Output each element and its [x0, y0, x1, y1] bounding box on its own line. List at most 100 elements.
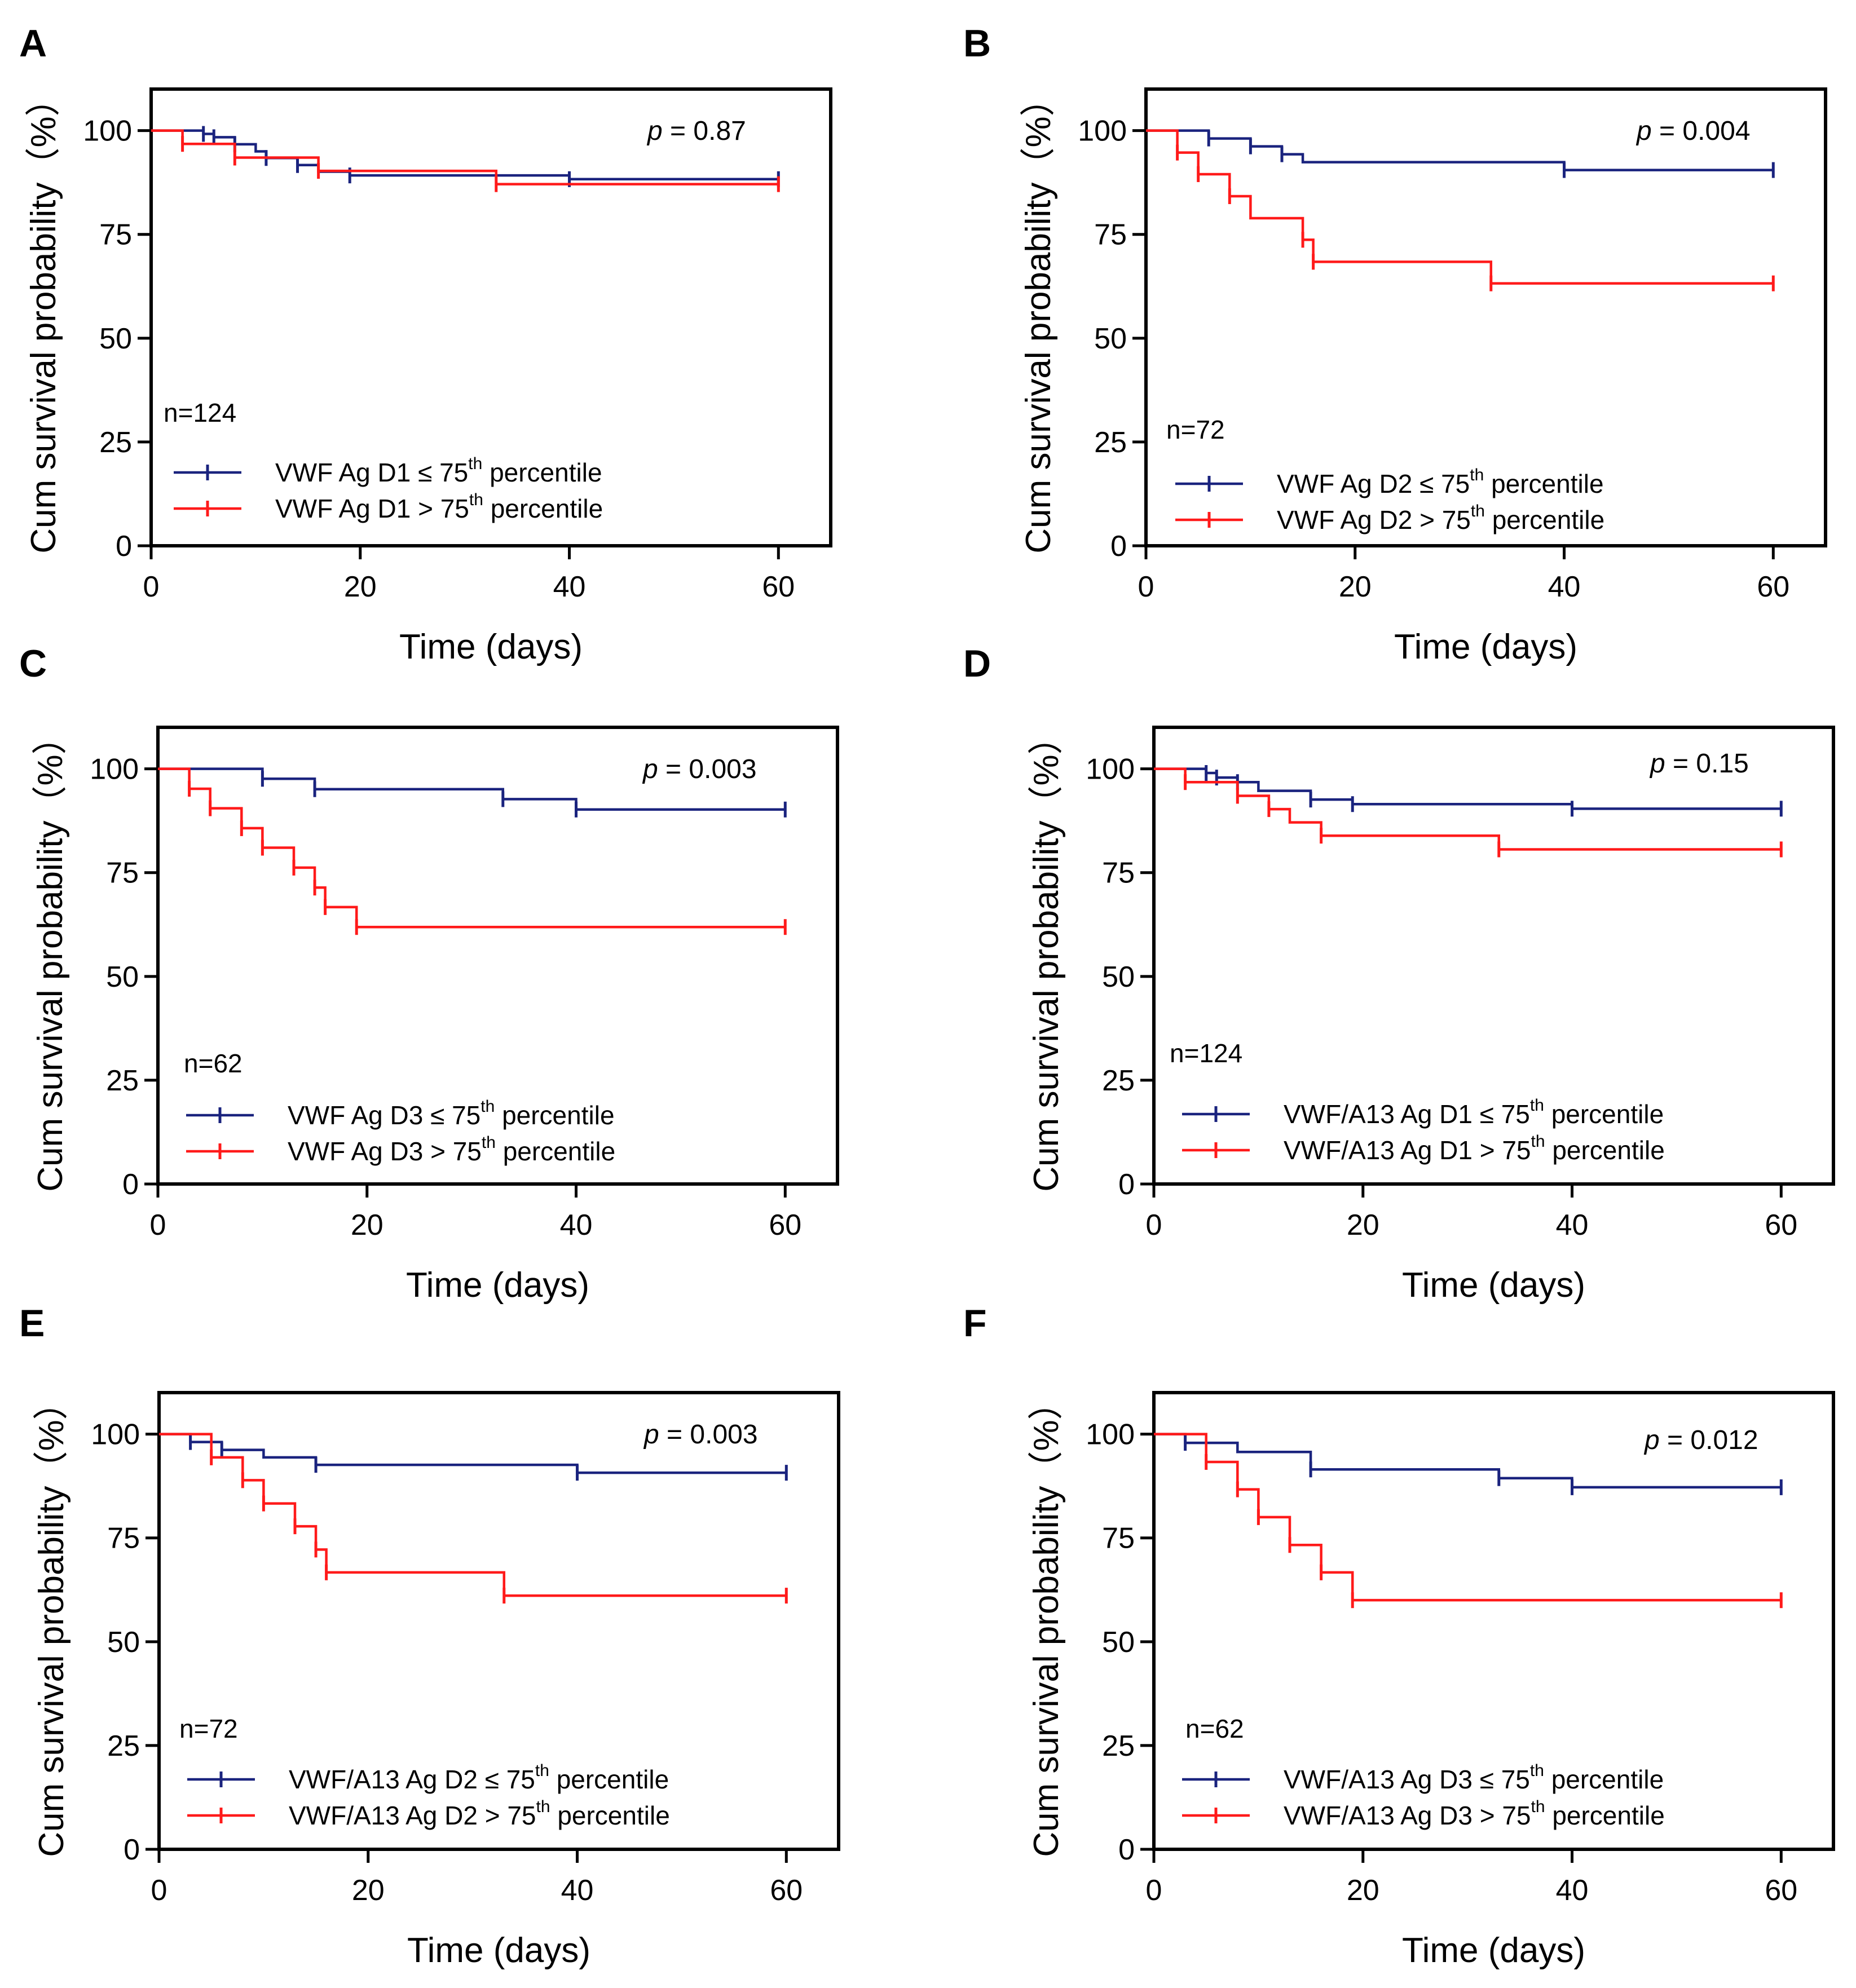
legend-label: VWF Ag D2 > 75: [1277, 505, 1471, 534]
p-symbol: p: [642, 754, 658, 784]
x-tick-label: 0: [1138, 571, 1154, 603]
x-tick-label: 0: [143, 571, 160, 603]
p-value-text: = 0.003: [658, 754, 757, 784]
legend-label: VWF/A13 Ag D3 ≤ 75: [1284, 1765, 1530, 1794]
legend-suffix: percentile: [1545, 1801, 1665, 1830]
legend-suffix: percentile: [549, 1765, 669, 1794]
x-tick-label: 20: [1347, 1209, 1379, 1242]
plot-frame: [1152, 726, 1835, 1186]
legend-entry-low: VWF/A13 Ag D3 ≤ 75th percentile: [1284, 1761, 1664, 1794]
panel-e: E 0 25 50 75 100 0 20 40 60 Time (days) Cum surviva…: [19, 1302, 840, 1970]
y-axis-title: Cum survival probability（%）: [1027, 719, 1066, 1191]
y-axis-title: Cum survival probability（%）: [24, 81, 63, 553]
legend-entry-low: VWF/A13 Ag D2 ≤ 75th percentile: [289, 1761, 669, 1794]
legend-entry-low: VWF Ag D1 ≤ 75th percentile: [275, 454, 602, 487]
p-symbol: p: [643, 1420, 659, 1450]
legend-label: VWF Ag D1 > 75: [275, 494, 469, 523]
legend-entry-low: VWF Ag D2 ≤ 75th percentile: [1277, 466, 1604, 498]
panel-letter: A: [19, 22, 47, 65]
x-axis-title: Time (days): [406, 1266, 589, 1305]
legend-superscript: th: [1530, 1096, 1544, 1115]
p-value: p = 0.012: [1643, 1425, 1758, 1455]
legend-suffix: percentile: [482, 458, 602, 487]
legend-superscript: th: [482, 1133, 496, 1152]
panel-letter: F: [963, 1302, 987, 1345]
sample-size-label: n=62: [1185, 1714, 1244, 1743]
p-value: p = 0.003: [643, 1420, 758, 1450]
sample-size-label: n=62: [184, 1049, 243, 1078]
y-tick-label: 100: [1078, 115, 1127, 148]
y-tick-label: 0: [1118, 1834, 1135, 1866]
p-value: p = 0.87: [646, 116, 746, 146]
legend-superscript: th: [469, 491, 483, 509]
legend-suffix: percentile: [550, 1801, 670, 1830]
y-tick-label: 50: [1094, 323, 1127, 355]
x-tick-label: 60: [769, 1209, 801, 1242]
legend-superscript: th: [536, 1797, 550, 1816]
x-tick-label: 60: [1765, 1209, 1797, 1242]
plot-frame: [157, 1391, 840, 1851]
y-tick-label: 50: [99, 323, 132, 355]
sample-size-label: n=72: [1166, 415, 1225, 444]
km-curve-low: [1154, 767, 1782, 810]
km-curve-high: [1146, 129, 1774, 285]
legend-label: VWF Ag D3 ≤ 75: [288, 1101, 480, 1130]
y-axis-title: Cum survival probability（%）: [31, 719, 70, 1191]
y-tick-label: 25: [99, 426, 132, 459]
panel-letter: C: [19, 642, 47, 685]
legend-suffix: percentile: [496, 1137, 615, 1166]
y-tick-label: 75: [1102, 857, 1135, 890]
y-tick-label: 75: [106, 857, 139, 890]
panel-d: D 0 25 50 75 100 0 20 40 60 Time (days) Cum surviva…: [963, 642, 1835, 1305]
p-symbol: p: [646, 116, 663, 146]
legend-superscript: th: [1531, 1797, 1545, 1816]
y-tick-label: 75: [107, 1522, 140, 1555]
p-value-text: = 0.003: [659, 1420, 758, 1450]
legend-label: VWF Ag D2 ≤ 75: [1277, 469, 1470, 498]
y-tick-label: 0: [1118, 1168, 1135, 1201]
x-tick-label: 40: [1548, 571, 1581, 603]
y-tick-label: 25: [1102, 1064, 1135, 1097]
y-axis-title: Cum survival probability（%）: [1027, 1385, 1066, 1857]
legend-entry-high: VWF Ag D1 > 75th percentile: [275, 491, 603, 523]
x-tick-label: 20: [1339, 571, 1372, 603]
y-tick-label: 100: [1086, 1419, 1135, 1451]
y-tick-label: 100: [1086, 753, 1135, 786]
x-tick-label: 60: [1765, 1874, 1797, 1907]
p-value: p = 0.004: [1635, 116, 1751, 146]
legend-suffix: percentile: [495, 1101, 614, 1130]
panel-letter: E: [19, 1302, 45, 1345]
p-symbol: p: [1635, 116, 1652, 146]
legend-superscript: th: [1471, 502, 1485, 520]
plot-frame: [156, 726, 839, 1186]
legend-label: VWF/A13 Ag D1 > 75: [1284, 1136, 1531, 1165]
x-tick-label: 20: [351, 1209, 383, 1242]
x-tick-label: 40: [1556, 1209, 1589, 1242]
y-tick-label: 25: [1094, 426, 1127, 459]
sample-size-label: n=124: [1170, 1039, 1242, 1068]
p-value: p = 0.003: [642, 754, 757, 784]
x-axis-title: Time (days): [1394, 628, 1577, 666]
p-value-text: = 0.004: [1652, 116, 1751, 146]
sample-size-label: n=72: [179, 1714, 238, 1743]
legend-superscript: th: [1530, 1761, 1544, 1780]
panel-c: C 0 25 50 75 100 0 20 40 60 Time (days) Cum surviva…: [19, 642, 839, 1305]
legend-suffix: percentile: [483, 494, 603, 523]
p-symbol: p: [1649, 749, 1665, 779]
x-tick-label: 60: [1757, 571, 1789, 603]
p-value-text: = 0.87: [663, 116, 746, 146]
legend-label: VWF/A13 Ag D1 ≤ 75: [1284, 1099, 1530, 1129]
y-tick-label: 100: [91, 1419, 140, 1451]
panel-b: B 0 25 50 75 100 0 20 40 60 Time (days) Cum surviva…: [963, 22, 1827, 666]
legend-suffix: percentile: [1545, 1136, 1665, 1165]
legend-label: VWF Ag D3 > 75: [288, 1137, 482, 1166]
y-axis-title: Cum survival probability（%）: [1019, 81, 1058, 553]
y-tick-label: 50: [1102, 961, 1135, 993]
y-tick-label: 100: [83, 115, 132, 148]
x-tick-label: 0: [151, 1874, 167, 1907]
km-curve-high: [1154, 1433, 1782, 1602]
legend-suffix: percentile: [1544, 1765, 1664, 1794]
panel-a: A 0 25 50 75 100 0 20 40 60 Time (days) Cum surviva…: [19, 22, 832, 666]
km-curve-high: [158, 767, 786, 929]
